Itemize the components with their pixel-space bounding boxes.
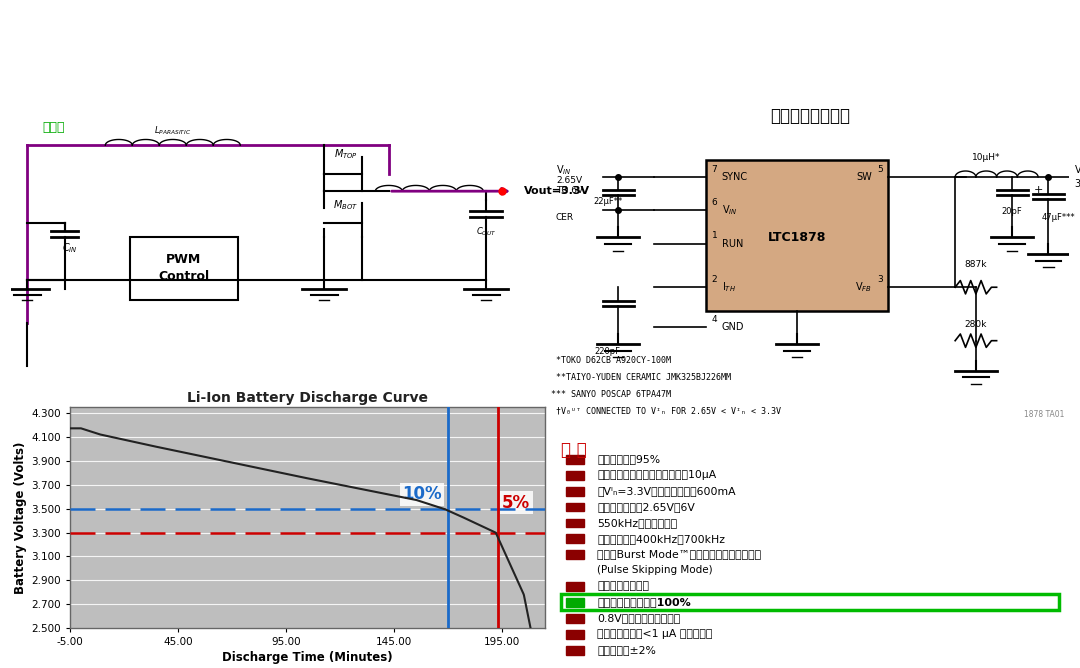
- Text: +: +: [1034, 186, 1043, 195]
- Bar: [566, 550, 584, 559]
- Text: Control: Control: [158, 271, 210, 283]
- Text: 6: 6: [712, 198, 717, 207]
- Text: 特 点: 特 点: [562, 441, 586, 459]
- Bar: [566, 503, 584, 512]
- Text: 10µH*: 10µH*: [972, 154, 1000, 162]
- Text: 不需肇特基二极管: 不需肇特基二极管: [597, 581, 649, 591]
- Text: 20pF: 20pF: [1002, 207, 1023, 216]
- Text: 3: 3: [877, 275, 882, 284]
- Text: (Pulse Skipping Mode): (Pulse Skipping Mode): [597, 566, 713, 575]
- Text: I$_{TH}$: I$_{TH}$: [721, 281, 735, 294]
- Bar: [566, 534, 584, 543]
- Text: **TAIYO-YUDEN CERAMIC JMK325BJ226MM: **TAIYO-YUDEN CERAMIC JMK325BJ226MM: [551, 373, 731, 382]
- Text: RUN: RUN: [721, 239, 743, 248]
- Bar: [566, 598, 584, 607]
- Text: 550kHz恒定工作频率: 550kHz恒定工作频率: [597, 518, 677, 528]
- Text: 1878 TA01: 1878 TA01: [1024, 409, 1064, 419]
- Text: 可同步频率从400kHz到700kHz: 可同步频率从400kHz到700kHz: [597, 534, 726, 544]
- Text: V$_{OUT}$$^{\dagger}$: V$_{OUT}$$^{\dagger}$: [1075, 162, 1080, 178]
- Text: LTC1878: LTC1878: [768, 230, 826, 244]
- Text: 3.3V: 3.3V: [1075, 179, 1080, 188]
- Text: 7: 7: [712, 165, 717, 174]
- Text: 输出精度：±2%: 输出精度：±2%: [597, 645, 657, 655]
- Text: 5%: 5%: [502, 494, 530, 512]
- Y-axis label: Battery Voltage (Volts): Battery Voltage (Volts): [14, 442, 27, 594]
- Text: Buck 开关电源最大占空比问题: Buck 开关电源最大占空比问题: [365, 27, 715, 60]
- Text: 887k: 887k: [964, 261, 987, 269]
- Text: Vout=3.3V: Vout=3.3V: [524, 186, 590, 196]
- Text: TO 6V: TO 6V: [556, 186, 583, 195]
- Text: 2.65V: 2.65V: [556, 176, 582, 185]
- Text: 高效降压式转换器: 高效降压式转换器: [770, 107, 850, 125]
- Text: 0.8V基准允许低输出电压: 0.8V基准允许低输出电压: [597, 613, 680, 623]
- Text: 5: 5: [877, 165, 882, 174]
- Text: $L_{PARASITIC}$: $L_{PARASITIC}$: [154, 125, 191, 137]
- Bar: [566, 471, 584, 480]
- Bar: [566, 646, 584, 655]
- Text: $M_{BOT}$: $M_{BOT}$: [333, 198, 359, 212]
- Text: 输入电压范围：2.65V至6V: 输入电压范围：2.65V至6V: [597, 502, 696, 512]
- FancyBboxPatch shape: [562, 595, 1058, 611]
- Bar: [566, 487, 584, 496]
- Text: 在Vᴵₙ=3.3V时，输出电流为600mA: 在Vᴵₙ=3.3V时，输出电流为600mA: [597, 486, 737, 496]
- Text: $C_{IN}$: $C_{IN}$: [63, 242, 78, 255]
- Text: 4: 4: [712, 315, 717, 324]
- Text: V$_{IN}$: V$_{IN}$: [556, 164, 571, 177]
- Bar: [566, 518, 584, 527]
- Text: *TOKO D62CB A920CY-100M: *TOKO D62CB A920CY-100M: [551, 356, 671, 365]
- Text: $M_{TOP}$: $M_{TOP}$: [334, 147, 357, 160]
- Title: Li-Ion Battery Discharge Curve: Li-Ion Battery Discharge Curve: [187, 391, 429, 405]
- Text: 关断模式只拉取<1 μA 的供应电流: 关断模式只拉取<1 μA 的供应电流: [597, 629, 713, 639]
- Text: 47µF***: 47µF***: [1042, 214, 1076, 222]
- Text: 高效率：高达95%: 高效率：高达95%: [597, 454, 661, 464]
- Bar: [566, 582, 584, 591]
- Text: 10%: 10%: [402, 486, 442, 504]
- Bar: [566, 455, 584, 464]
- Text: 220pF: 220pF: [595, 347, 621, 356]
- Text: 280k: 280k: [964, 321, 987, 329]
- Text: GND: GND: [721, 323, 744, 332]
- FancyBboxPatch shape: [706, 160, 888, 311]
- Text: 1: 1: [712, 232, 717, 240]
- Text: 非常低的静态电流：工作时只有10μA: 非常低的静态电流：工作时只有10μA: [597, 470, 717, 480]
- Text: SYNC: SYNC: [721, 172, 748, 182]
- Text: 22µF**: 22µF**: [593, 197, 622, 206]
- Text: $C_{OUT}$: $C_{OUT}$: [475, 225, 497, 238]
- Text: V$_{FB}$: V$_{FB}$: [855, 281, 873, 294]
- Text: V$_{IN}$: V$_{IN}$: [721, 204, 738, 217]
- X-axis label: Discharge Time (Minutes): Discharge Time (Minutes): [222, 651, 393, 664]
- Text: 低压降工作：占空比100%: 低压降工作：占空比100%: [597, 597, 691, 607]
- Text: PWM: PWM: [166, 253, 201, 266]
- Text: 锂电池: 锂电池: [43, 122, 65, 134]
- Text: CER: CER: [556, 212, 575, 222]
- FancyBboxPatch shape: [130, 237, 238, 301]
- Text: *** SANYO POSCAP 6TPA47M: *** SANYO POSCAP 6TPA47M: [551, 389, 671, 399]
- Text: 可选的Burst Mode™突发方式或脉冲间隔模式: 可选的Burst Mode™突发方式或脉冲间隔模式: [597, 550, 761, 560]
- Text: 2: 2: [712, 275, 717, 284]
- Text: SW: SW: [856, 172, 873, 182]
- Bar: [566, 630, 584, 639]
- Bar: [566, 614, 584, 623]
- Text: †V₀ᵁᵀ CONNECTED TO Vᴵₙ FOR 2.65V < Vᴵₙ < 3.3V: †V₀ᵁᵀ CONNECTED TO Vᴵₙ FOR 2.65V < Vᴵₙ <…: [551, 406, 781, 415]
